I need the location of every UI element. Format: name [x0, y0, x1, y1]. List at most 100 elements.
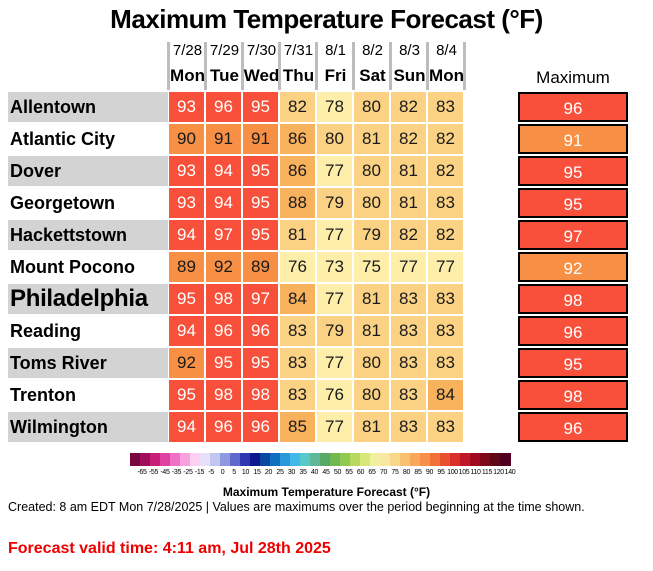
temperature-cell: 83: [390, 348, 427, 378]
colorbar-segment: [220, 453, 231, 466]
temperature-cell: 89: [168, 252, 205, 282]
colorbar-tick-label: -5: [208, 469, 214, 476]
temperature-cell: 82: [279, 92, 316, 122]
colorbar-segment: [170, 453, 181, 466]
temperature-cell: 76: [279, 252, 316, 282]
column-day: Thu: [282, 66, 315, 85]
header-separator: [204, 42, 207, 90]
temperature-cell: 83: [390, 380, 427, 410]
temperature-cell: 95: [242, 92, 279, 122]
column-date: 7/31: [283, 42, 314, 59]
colorbar-tick-label: 105: [458, 469, 470, 476]
city-label: Allentown: [8, 92, 168, 122]
temperature-cell: 95: [242, 348, 279, 378]
temperature-cell: 82: [390, 220, 427, 250]
colorbar-segment: [380, 453, 391, 466]
column-day: Mon: [170, 66, 205, 85]
colorbar-tick-label: 60: [356, 469, 365, 476]
colorbar-segment: [160, 453, 171, 466]
colorbar-segment: [340, 453, 351, 466]
temperature-cell: 93: [168, 156, 205, 186]
temperature-cell: 79: [316, 316, 353, 346]
temperature-cell: 83: [390, 316, 427, 346]
temperature-cell: 82: [390, 92, 427, 122]
temperature-cell: 80: [353, 156, 390, 186]
colorbar-tick-label: 70: [379, 469, 388, 476]
header-separator: [463, 42, 466, 90]
temperature-cell: 95: [168, 284, 205, 314]
temperature-cell: 80: [316, 124, 353, 154]
temperature-cell: 95: [168, 380, 205, 410]
temperature-cell: 93: [168, 92, 205, 122]
temperature-cell: 98: [205, 380, 242, 410]
colorbar-segment: [430, 453, 441, 466]
max-temperature-cell: 98: [518, 284, 628, 314]
temperature-cell: 84: [279, 284, 316, 314]
chart-title: Maximum Temperature Forecast (°F): [110, 4, 543, 34]
header-separator: [389, 42, 392, 90]
colorbar-tick-label: 90: [425, 469, 434, 476]
colorbar-segment: [440, 453, 451, 466]
header-separator: [315, 42, 318, 90]
colorbar-tick-label: 75: [391, 469, 399, 476]
colorbar-tick-label: 10: [241, 469, 250, 476]
temperature-cell: 77: [427, 252, 464, 282]
temperature-cell: 77: [316, 412, 353, 442]
colorbar-segment: [200, 453, 211, 466]
column-date: 7/28: [172, 42, 203, 59]
temperature-cell: 88: [279, 188, 316, 218]
colorbar-segment: [390, 453, 401, 466]
temperature-cell: 85: [279, 412, 316, 442]
colorbar-segment: [360, 453, 371, 466]
colorbar-segment: [240, 453, 251, 466]
colorbar-tick-label: -25: [183, 469, 193, 476]
temperature-cell: 79: [316, 188, 353, 218]
temperature-cell: 79: [353, 220, 390, 250]
column-date: 8/4: [436, 42, 457, 59]
colorbar-segment: [140, 453, 151, 466]
temperature-cell: 77: [316, 348, 353, 378]
colorbar-segment: [290, 453, 301, 466]
temperature-cell: 83: [279, 348, 316, 378]
city-label: Hackettstown: [8, 220, 168, 250]
temperature-cell: 80: [353, 188, 390, 218]
header-separator: [352, 42, 355, 90]
temperature-cell: 82: [427, 220, 464, 250]
header-separator: [426, 42, 429, 90]
temperature-cell: 95: [242, 220, 279, 250]
temperature-cell: 77: [316, 220, 353, 250]
temperature-cell: 81: [279, 220, 316, 250]
column-date: 7/29: [209, 42, 240, 59]
temperature-cell: 83: [279, 316, 316, 346]
temperature-cell: 83: [427, 188, 464, 218]
created-note: Created: 8 am EDT Mon 7/28/2025 | Values…: [8, 500, 585, 514]
temperature-cell: 77: [390, 252, 427, 282]
temperature-cell: 86: [279, 156, 316, 186]
temperature-cell: 86: [279, 124, 316, 154]
temperature-cell: 95: [205, 348, 242, 378]
temperature-cell: 91: [205, 124, 242, 154]
colorbar-segment: [230, 453, 241, 466]
colorbar-segment: [190, 453, 201, 466]
colorbar-segment: [470, 453, 481, 466]
temperature-cell: 80: [353, 92, 390, 122]
temperature-cell: 83: [427, 412, 464, 442]
column-date: 7/30: [246, 42, 277, 59]
max-temperature-cell: 95: [518, 156, 628, 186]
temperature-cell: 77: [316, 156, 353, 186]
colorbar-segment: [300, 453, 311, 466]
temperature-cell: 98: [242, 380, 279, 410]
column-date: 8/3: [399, 42, 420, 59]
column-day: Wed: [243, 66, 280, 85]
city-label: Mount Pocono: [8, 252, 168, 282]
city-label: Toms River: [8, 348, 168, 378]
column-day: Tue: [210, 66, 239, 85]
temperature-cell: 92: [205, 252, 242, 282]
city-label: Reading: [8, 316, 168, 346]
max-temperature-cell: 96: [518, 316, 628, 346]
colorbar-segment: [490, 453, 501, 466]
temperature-cell: 94: [168, 220, 205, 250]
colorbar-tick-label: 120: [493, 469, 504, 476]
city-label: Wilmington: [8, 412, 168, 442]
temperature-cell: 96: [205, 92, 242, 122]
